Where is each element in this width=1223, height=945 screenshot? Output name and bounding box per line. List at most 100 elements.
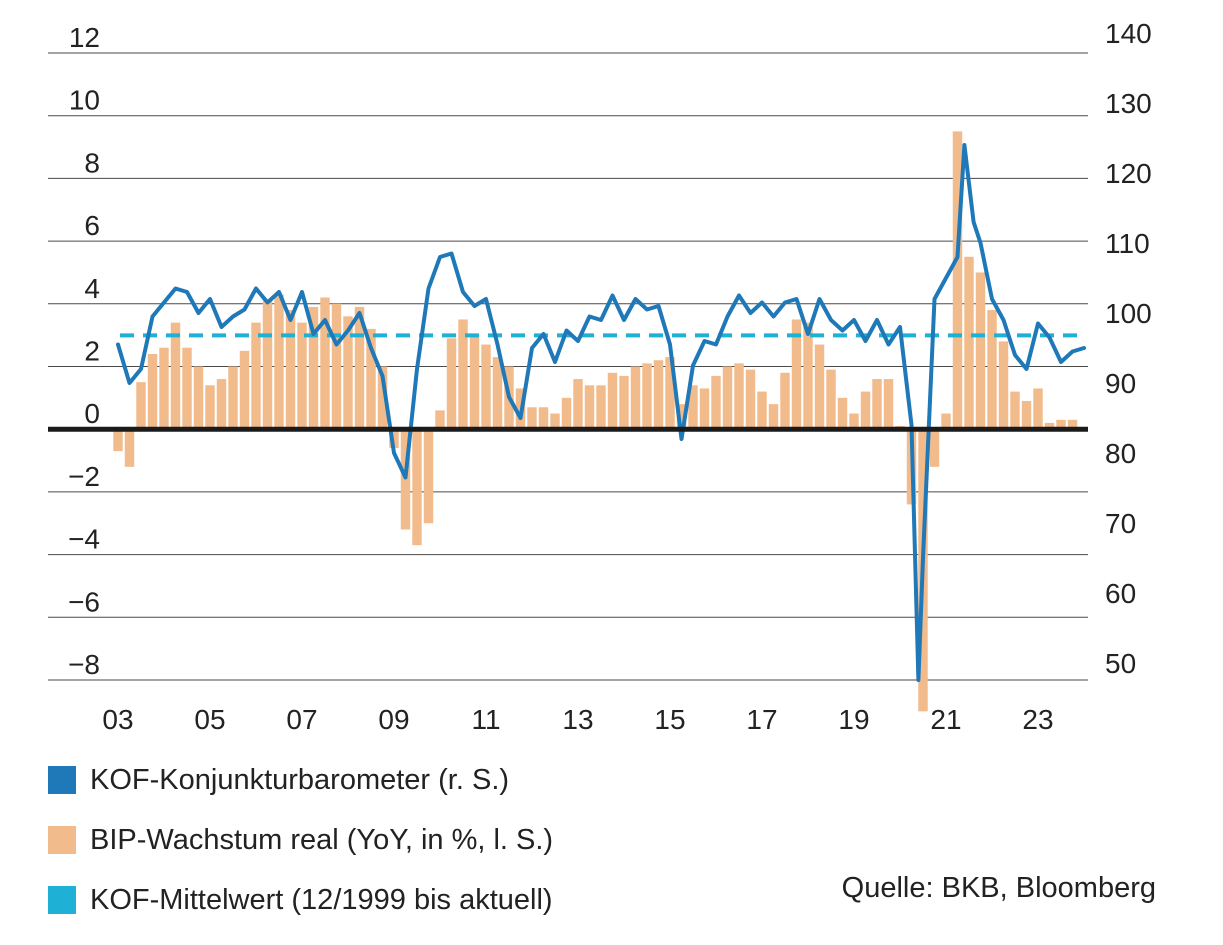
gdp-bar [113, 429, 123, 452]
gdp-bar [492, 357, 503, 430]
right-axis-ticks: 140 130 120 110 100 90 80 70 60 50 [1105, 18, 1152, 679]
legend-swatch-kof [48, 766, 76, 794]
gdp-bar [550, 413, 560, 430]
gdp-bar [331, 303, 342, 430]
right-tick-label: 140 [1105, 18, 1152, 49]
x-tick-label: 19 [838, 704, 869, 735]
gdp-bar [251, 322, 261, 430]
gdp-bar [193, 366, 204, 430]
x-tick-label: 13 [562, 704, 593, 735]
gdp-bar [722, 366, 733, 430]
gdp-bar [849, 413, 859, 430]
x-tick-label: 17 [746, 704, 777, 735]
kof-series-line [116, 143, 1086, 682]
gdp-bar [791, 319, 802, 430]
legend-item-mean: KOF-Mittelwert (12/1999 bis aktuell) [48, 870, 553, 930]
gdp-bar [757, 391, 767, 430]
gdp-bar [975, 272, 986, 430]
left-tick-label: −6 [68, 586, 100, 617]
gdp-bar [285, 310, 296, 430]
gdp-bar [952, 131, 963, 430]
right-tick-label: 100 [1105, 298, 1152, 329]
left-tick-label: −8 [68, 649, 100, 680]
left-tick-label: 6 [84, 210, 100, 241]
gdp-bar [803, 322, 813, 430]
gdp-bar [688, 385, 698, 430]
gdp-bars [113, 131, 1078, 712]
gdp-bar [941, 413, 951, 430]
kof-line [116, 143, 1086, 682]
gdp-bar [619, 375, 629, 430]
legend-label-kof: KOF-Konjunkturbarometer (r. S.) [90, 763, 510, 796]
gdp-bar [377, 366, 388, 430]
gdp-bar [1056, 419, 1066, 430]
gdp-bar [1044, 422, 1055, 430]
gdp-bar [872, 379, 882, 430]
gdp-bar [412, 429, 422, 546]
right-tick-label: 50 [1105, 648, 1136, 679]
gdp-bar [262, 300, 273, 430]
right-tick-label: 120 [1105, 158, 1152, 189]
gdp-bar [745, 369, 756, 430]
gdp-bar [182, 347, 192, 430]
gdp-bar [676, 404, 687, 430]
gdp-bar [136, 382, 146, 430]
gdp-bar [423, 429, 434, 524]
source-note: Quelle: BKB, Bloomberg [841, 872, 1156, 904]
gdp-bar [216, 379, 227, 430]
left-tick-label: −4 [68, 524, 100, 555]
left-tick-label: 8 [84, 147, 100, 178]
left-tick-label: 10 [69, 85, 100, 116]
right-tick-label: 90 [1105, 368, 1136, 399]
left-axis-ticks: 12 10 8 6 4 2 0 −2 −4 −6 −8 [68, 22, 100, 680]
legend-swatch-bip [48, 826, 76, 854]
gdp-bar [1067, 419, 1078, 430]
legend-item-bip: BIP-Wachstum real (YoY, in %, l. S.) [48, 810, 553, 870]
gdp-bar [308, 306, 319, 430]
gdp-bar [837, 397, 848, 430]
left-tick-label: 4 [84, 273, 100, 304]
gdp-bar [642, 363, 652, 430]
gdp-bar [998, 341, 1009, 430]
right-tick-label: 60 [1105, 578, 1136, 609]
gdp-bar [573, 379, 583, 430]
legend-label-bip: BIP-Wachstum real (YoY, in %, l. S.) [90, 823, 554, 856]
right-tick-label: 110 [1105, 228, 1150, 259]
x-tick-label: 21 [930, 704, 961, 735]
gdp-bar [124, 429, 135, 467]
gdp-bar [653, 360, 664, 430]
gdp-bar [446, 338, 457, 430]
x-tick-label: 11 [471, 704, 500, 735]
left-tick-label: 0 [84, 398, 100, 429]
gdp-bar [159, 347, 169, 430]
gdp-bar [561, 397, 572, 430]
left-tick-label: 2 [84, 336, 100, 367]
gdp-bar [1033, 388, 1043, 430]
gdp-bar [987, 310, 997, 430]
right-tick-label: 70 [1105, 508, 1136, 539]
gdp-bar [596, 385, 606, 430]
gdp-bar [228, 366, 238, 430]
gdp-bar [274, 294, 284, 430]
gdp-bar [734, 363, 744, 430]
legend: KOF-Konjunkturbarometer (r. S.) BIP-Wach… [48, 750, 553, 930]
gdp-bar [860, 391, 871, 430]
gdp-bar [239, 350, 250, 430]
gdp-bar [711, 375, 721, 430]
gdp-bar [780, 372, 790, 430]
gdp-bar [458, 319, 468, 430]
gdp-bar [1010, 391, 1020, 430]
x-tick-label: 15 [654, 704, 685, 735]
gdp-bar [170, 322, 181, 430]
gdp-bar [343, 316, 353, 430]
x-tick-label: 09 [378, 704, 409, 735]
gdp-bar [205, 385, 215, 430]
left-tick-label: −2 [68, 461, 100, 492]
gdp-bar [607, 372, 618, 430]
x-tick-label: 03 [102, 704, 133, 735]
gdp-bar [527, 407, 537, 430]
gdp-bar [538, 407, 549, 430]
right-tick-label: 80 [1105, 438, 1136, 469]
gdp-bar [768, 404, 779, 430]
